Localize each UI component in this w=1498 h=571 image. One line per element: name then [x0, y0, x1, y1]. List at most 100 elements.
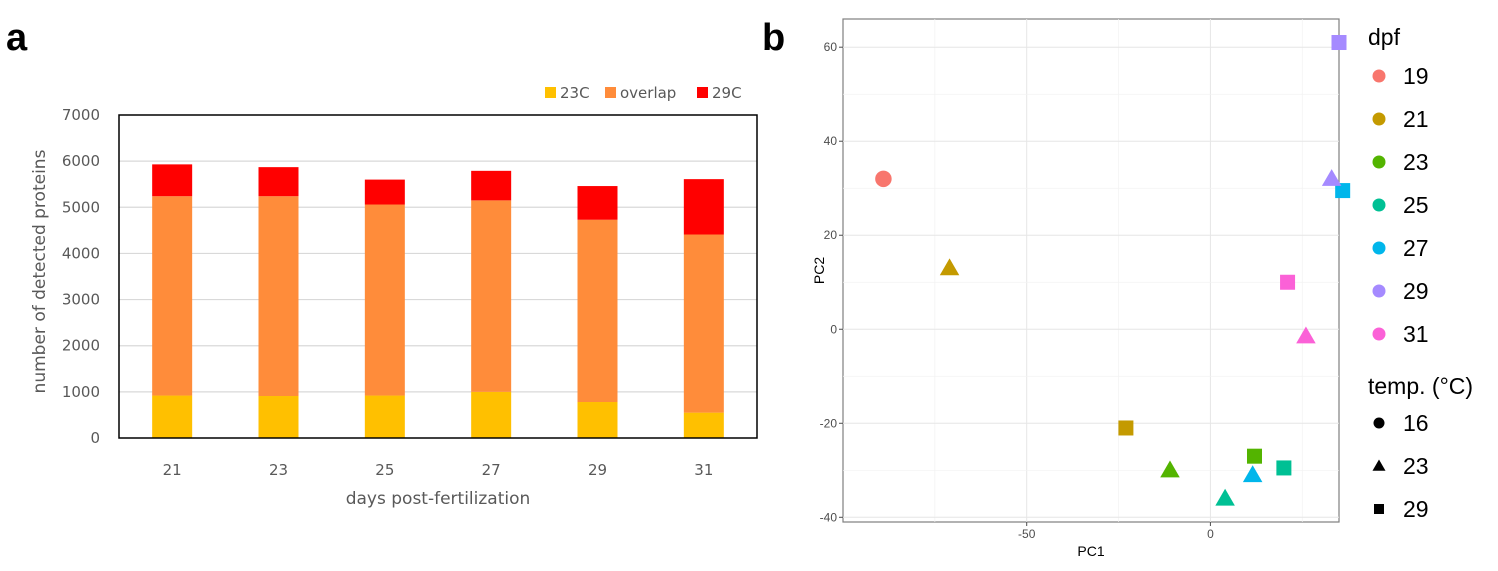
- a-y-tick-label: 6000: [62, 152, 100, 170]
- a-bar-29c-31: [683, 179, 724, 235]
- b-x-tick-label: 0: [1207, 527, 1214, 541]
- a-legend-label-overlap: overlap: [620, 84, 676, 102]
- a-bar-29c-25: [364, 179, 405, 205]
- b-legend-label-temp-29: 29: [1403, 496, 1429, 522]
- b-legend-key-dpf-25: [1372, 198, 1386, 212]
- b-point-dpf23-temp29: [1246, 448, 1262, 464]
- a-y-tick-label: 7000: [62, 106, 100, 124]
- b-x-tick-label: -50: [1018, 527, 1036, 541]
- a-bar-29c-23: [258, 167, 299, 197]
- b-y-tick-label: 0: [830, 322, 837, 336]
- a-y-axis-label: number of detected proteins: [30, 149, 50, 393]
- a-x-tick-label: 25: [375, 461, 394, 479]
- a-y-tick-label: 2000: [62, 337, 100, 355]
- b-gridlines: [843, 19, 1339, 522]
- b-legend-label-dpf-29: 29: [1403, 278, 1429, 304]
- a-bars: [152, 164, 724, 438]
- a-legend-label-29c: 29C: [712, 84, 742, 102]
- b-legend-key-dpf-31: [1372, 327, 1386, 341]
- b-point-dpf25-temp23: [1215, 488, 1235, 506]
- panel-b-label: b: [762, 17, 785, 59]
- stacked-bar-chart: 0 1000 2000 3000 4000 5000 6000 7000 21 23 25 27 29…: [30, 84, 758, 509]
- a-legend-swatch-overlap: [605, 87, 616, 98]
- a-legend: 23C overlap 29C: [545, 84, 742, 102]
- b-point-dpf31-temp23: [1296, 326, 1316, 344]
- b-plot-frame: [842, 18, 1340, 523]
- b-legend-label-dpf-23: 23: [1403, 149, 1429, 175]
- b-legend-key-dpf-27: [1372, 241, 1386, 255]
- b-y-tick-label: -40: [820, 510, 838, 524]
- a-bar-29c-27: [471, 170, 512, 201]
- b-legend-key-temp-29: [1374, 504, 1384, 514]
- a-y-tick-labels: 0 1000 2000 3000 4000 5000 6000 7000: [62, 106, 100, 447]
- b-y-tick-label: 60: [824, 40, 838, 54]
- a-bar-overlap-21: [152, 196, 193, 396]
- b-legend-key-dpf-21: [1372, 112, 1386, 126]
- b-point-dpf25-temp29: [1276, 460, 1292, 476]
- a-x-tick-label: 29: [588, 461, 607, 479]
- a-bar-23c-23: [258, 396, 299, 438]
- b-legend-title-dpf: dpf: [1368, 24, 1401, 50]
- a-legend-swatch-29c: [697, 87, 708, 98]
- b-legend-key-temp-16: [1373, 417, 1385, 429]
- b-y-tick-label: 40: [824, 134, 838, 148]
- a-bar-overlap-27: [471, 200, 512, 392]
- b-point-dpf19-temp16: [875, 170, 892, 188]
- b-legend-key-dpf-29: [1372, 284, 1386, 298]
- a-legend-swatch-23c: [545, 87, 556, 98]
- a-x-tick-labels: 21 23 25 27 29 31: [163, 461, 714, 479]
- b-legend-label-temp-16: 16: [1403, 410, 1429, 436]
- b-point-dpf27-temp29: [1335, 183, 1351, 199]
- b-legend-key-dpf-19: [1372, 69, 1386, 83]
- b-point-dpf21-temp29: [1118, 420, 1134, 436]
- a-x-axis-label: days post-fertilization: [346, 489, 531, 509]
- a-x-tick-label: 27: [482, 461, 501, 479]
- b-legend-label-temp-23: 23: [1403, 453, 1429, 479]
- b-point-dpf21-temp23: [939, 258, 960, 276]
- b-legend-label-dpf-19: 19: [1403, 63, 1429, 89]
- b-point-dpf23-temp23: [1160, 460, 1180, 478]
- b-point-dpf29-temp29: [1331, 35, 1347, 51]
- a-y-tick-label: 4000: [62, 244, 100, 262]
- a-x-tick-label: 23: [269, 461, 288, 479]
- a-y-tick-label: 1000: [62, 383, 100, 401]
- a-bar-overlap-23: [258, 196, 299, 397]
- b-legend-label-dpf-25: 25: [1403, 192, 1429, 218]
- a-gridlines: [119, 160, 757, 393]
- b-point-dpf31-temp29: [1280, 274, 1296, 290]
- b-legend-label-dpf-27: 27: [1403, 235, 1429, 261]
- a-bar-23c-21: [152, 395, 193, 438]
- a-y-tick-label: 5000: [62, 198, 100, 216]
- a-x-tick-label: 21: [163, 461, 182, 479]
- a-bar-overlap-31: [683, 234, 724, 413]
- b-x-axis-label: PC1: [1077, 543, 1104, 559]
- b-legend-title-temp: temp. (°C): [1368, 373, 1473, 399]
- b-legend-label-dpf-31: 31: [1403, 321, 1429, 347]
- b-point-dpf29-temp23: [1321, 169, 1342, 186]
- b-x-tick-labels: -50 0: [1018, 522, 1214, 541]
- b-y-tick-label: 20: [824, 228, 838, 242]
- a-bar-23c-25: [364, 395, 405, 438]
- a-bar-29c-29: [577, 186, 618, 220]
- a-y-tick-label: 3000: [62, 291, 100, 309]
- a-plot-frame: [118, 114, 758, 439]
- b-legend-key-dpf-23: [1372, 155, 1386, 169]
- b-legend-label-dpf-21: 21: [1403, 106, 1429, 132]
- a-bar-29c-21: [152, 164, 193, 197]
- b-points: [875, 35, 1351, 506]
- a-legend-label-23c: 23C: [560, 84, 590, 102]
- a-y-tick-label: 0: [90, 429, 100, 447]
- b-legend-key-temp-23: [1372, 459, 1386, 471]
- b-y-tick-label: -20: [820, 416, 838, 430]
- a-bar-overlap-29: [577, 219, 618, 403]
- b-y-axis-label: PC2: [811, 257, 827, 284]
- b-y-tick-labels: -40 -20 0 20 40 60: [820, 40, 843, 524]
- a-x-tick-label: 31: [694, 461, 713, 479]
- b-point-dpf27-temp23: [1242, 465, 1263, 483]
- a-bar-23c-29: [577, 402, 618, 438]
- panel-a-label: a: [6, 17, 28, 59]
- a-bar-23c-31: [683, 412, 724, 438]
